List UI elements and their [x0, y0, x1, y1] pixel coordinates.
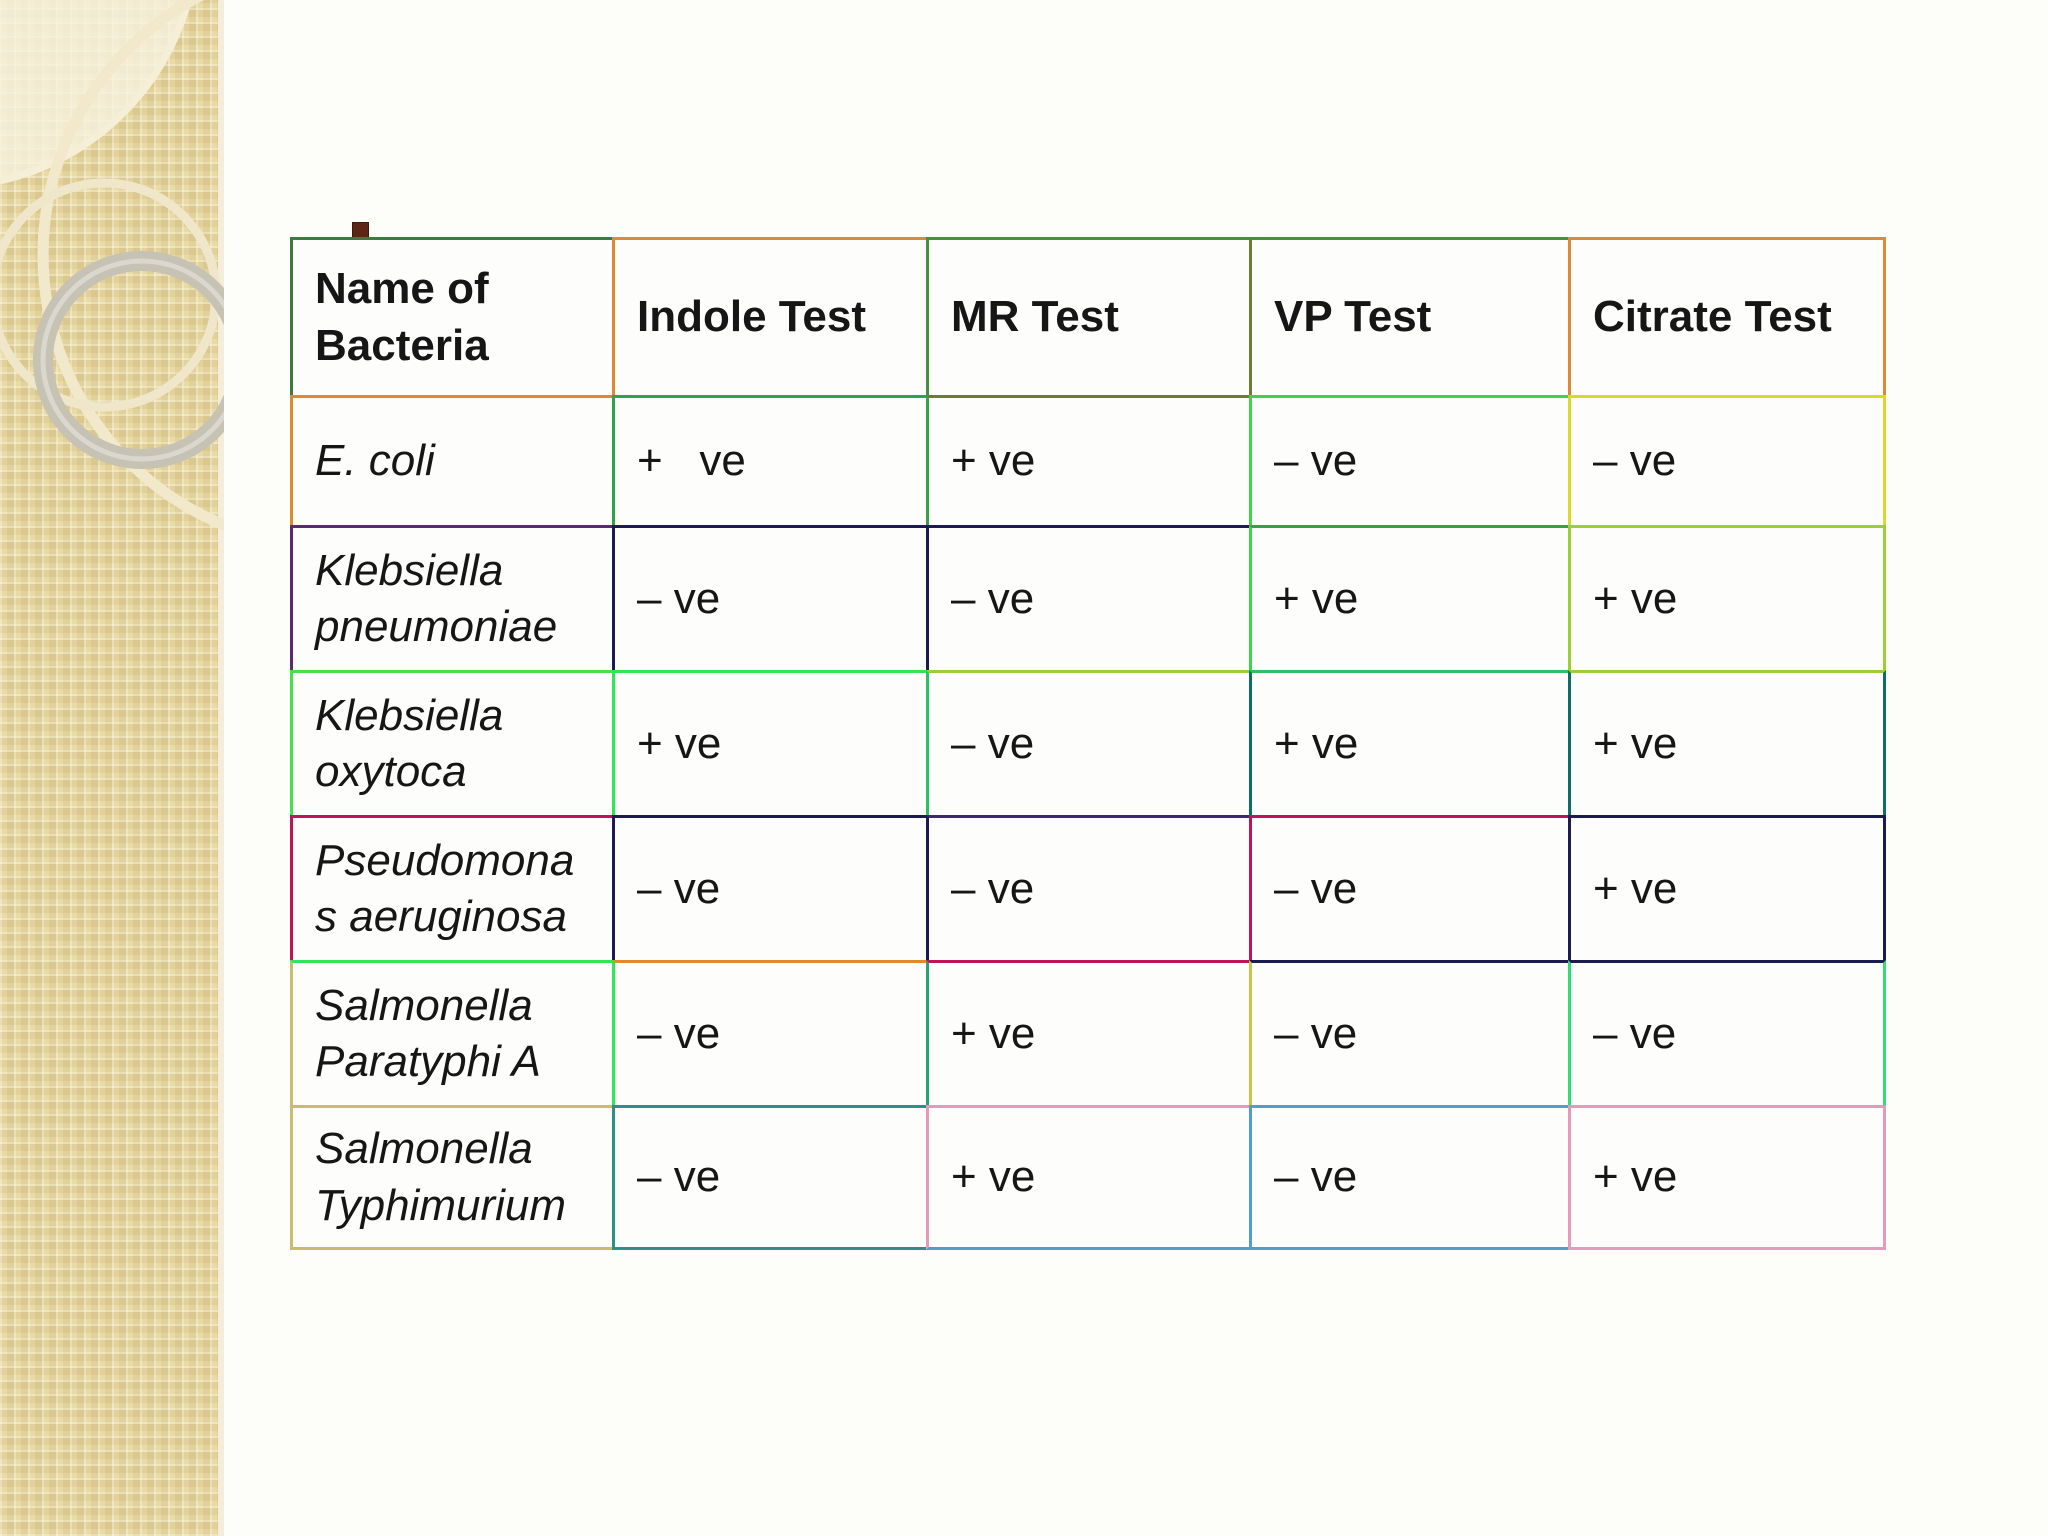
cell-e-coli-citrate: – ve [1568, 395, 1886, 525]
row-label-klebsiella-pneumoniae: Klebsiella pneumoniae [290, 525, 612, 670]
cell-k-pneumoniae-mr: – ve [926, 525, 1249, 670]
cell-p-aeruginosa-vp: – ve [1249, 815, 1568, 960]
cell-p-aeruginosa-citrate: + ve [1568, 815, 1886, 960]
row-label-e-coli: E. coli [290, 395, 612, 525]
cell-s-typhimurium-mr: + ve [926, 1105, 1249, 1250]
cell-k-pneumoniae-indole: – ve [612, 525, 926, 670]
table-row: Klebsiella pneumoniae – ve – ve + ve + v… [290, 525, 1886, 670]
cell-k-pneumoniae-vp: + ve [1249, 525, 1568, 670]
cell-s-paratyphi-mr: + ve [926, 960, 1249, 1105]
table-row: E. coli + ve + ve – ve – ve [290, 395, 1886, 525]
table-row: Klebsiella oxytoca + ve – ve + ve + ve [290, 670, 1886, 815]
cell-e-coli-indole: + ve [612, 395, 926, 525]
cell-e-coli-vp: – ve [1249, 395, 1568, 525]
table-row: Salmonella Paratyphi A – ve + ve – ve – … [290, 960, 1886, 1105]
cell-s-typhimurium-citrate: + ve [1568, 1105, 1886, 1250]
cell-e-coli-mr: + ve [926, 395, 1249, 525]
table-header-row: Name of Bacteria Indole Test MR Test VP … [290, 237, 1886, 395]
row-label-salmonella-typhimurium: Salmonella Typhimurium [290, 1105, 612, 1250]
row-label-pseudomonas-aeruginosa: Pseudomona s aeruginosa [290, 815, 612, 960]
cell-s-typhimurium-indole: – ve [612, 1105, 926, 1250]
column-header-citrate-test: Citrate Test [1568, 237, 1886, 395]
column-header-mr-test: MR Test [926, 237, 1249, 395]
cell-k-oxytoca-citrate: + ve [1568, 670, 1886, 815]
cell-k-oxytoca-mr: – ve [926, 670, 1249, 815]
cell-p-aeruginosa-mr: – ve [926, 815, 1249, 960]
cell-s-paratyphi-citrate: – ve [1568, 960, 1886, 1105]
cell-s-typhimurium-vp: – ve [1249, 1105, 1568, 1250]
row-label-klebsiella-oxytoca: Klebsiella oxytoca [290, 670, 612, 815]
row-label-salmonella-paratyphi-a: Salmonella Paratyphi A [290, 960, 612, 1105]
biochemical-results-table: Name of Bacteria Indole Test MR Test VP … [290, 237, 1886, 1250]
column-header-vp-test: VP Test [1249, 237, 1568, 395]
table-row: Salmonella Typhimurium – ve + ve – ve + … [290, 1105, 1886, 1250]
decorative-circles [0, 0, 224, 531]
column-header-indole-test: Indole Test [612, 237, 926, 395]
cell-k-pneumoniae-citrate: + ve [1568, 525, 1886, 670]
cell-k-oxytoca-vp: + ve [1249, 670, 1568, 815]
cell-k-oxytoca-indole: + ve [612, 670, 926, 815]
cell-p-aeruginosa-indole: – ve [612, 815, 926, 960]
column-header-name-of-bacteria: Name of Bacteria [290, 237, 612, 395]
decorative-sidebar [0, 0, 224, 1536]
cell-s-paratyphi-vp: – ve [1249, 960, 1568, 1105]
cell-s-paratyphi-indole: – ve [612, 960, 926, 1105]
table-row: Pseudomona s aeruginosa – ve – ve – ve +… [290, 815, 1886, 960]
